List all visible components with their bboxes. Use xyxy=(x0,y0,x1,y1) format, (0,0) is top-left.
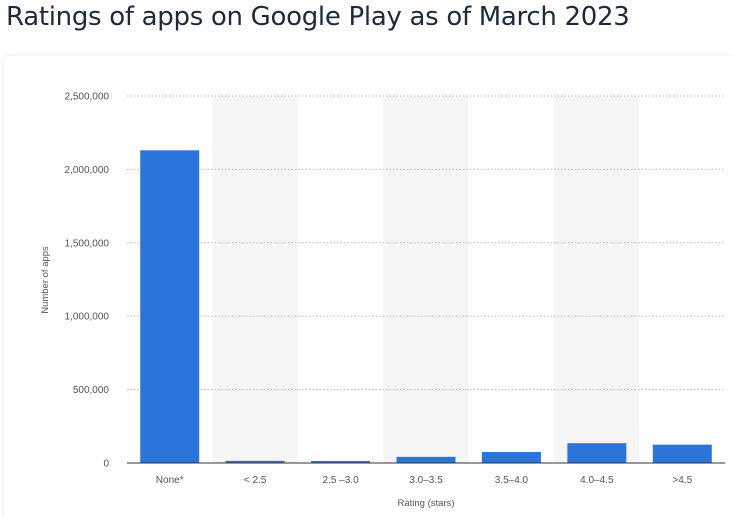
x-axis-title: Rating (stars) xyxy=(397,498,454,509)
bar xyxy=(396,456,456,463)
y-tick-label: 1,500,000 xyxy=(65,238,110,249)
x-tick-label: < 2.5 xyxy=(244,475,267,486)
bar xyxy=(311,460,371,463)
gridlines xyxy=(127,95,725,391)
x-tick-label: 4.0–4.5 xyxy=(580,475,614,486)
y-tick-label: 500,000 xyxy=(73,385,110,396)
y-tick-labels: 0 500,000 1,000,000 1,500,000 2,000,000 2,500… xyxy=(65,92,110,470)
y-tick-label: 1,000,000 xyxy=(65,312,110,323)
y-tick-label: 2,000,000 xyxy=(65,165,110,176)
x-tick-label: None* xyxy=(156,475,184,486)
y-tick-label: 2,500,000 xyxy=(65,92,110,103)
bar xyxy=(225,460,285,463)
background-band xyxy=(554,96,640,463)
x-tick-label: 2.5 –3.0 xyxy=(322,475,359,486)
x-tick-label: 3.5–4.0 xyxy=(495,475,529,486)
x-tick-label: 3.0–3.5 xyxy=(409,475,443,486)
alternating-bands xyxy=(212,96,640,463)
y-axis-title: Number of apps xyxy=(40,246,51,314)
bar xyxy=(140,150,200,464)
background-band xyxy=(383,96,469,463)
background-band xyxy=(212,96,298,463)
bars xyxy=(140,150,712,464)
bar xyxy=(567,443,627,463)
x-tick-label: >4.5 xyxy=(672,475,692,486)
y-tick-label: 0 xyxy=(103,459,109,470)
bar xyxy=(481,451,541,463)
x-tick-labels: None* < 2.5 2.5 –3.0 3.0–3.5 3.5–4.0 4.0–4.5 >… xyxy=(156,475,693,486)
chart-title: Ratings of apps on Google Play as of Mar… xyxy=(6,2,630,32)
bar xyxy=(652,444,712,463)
